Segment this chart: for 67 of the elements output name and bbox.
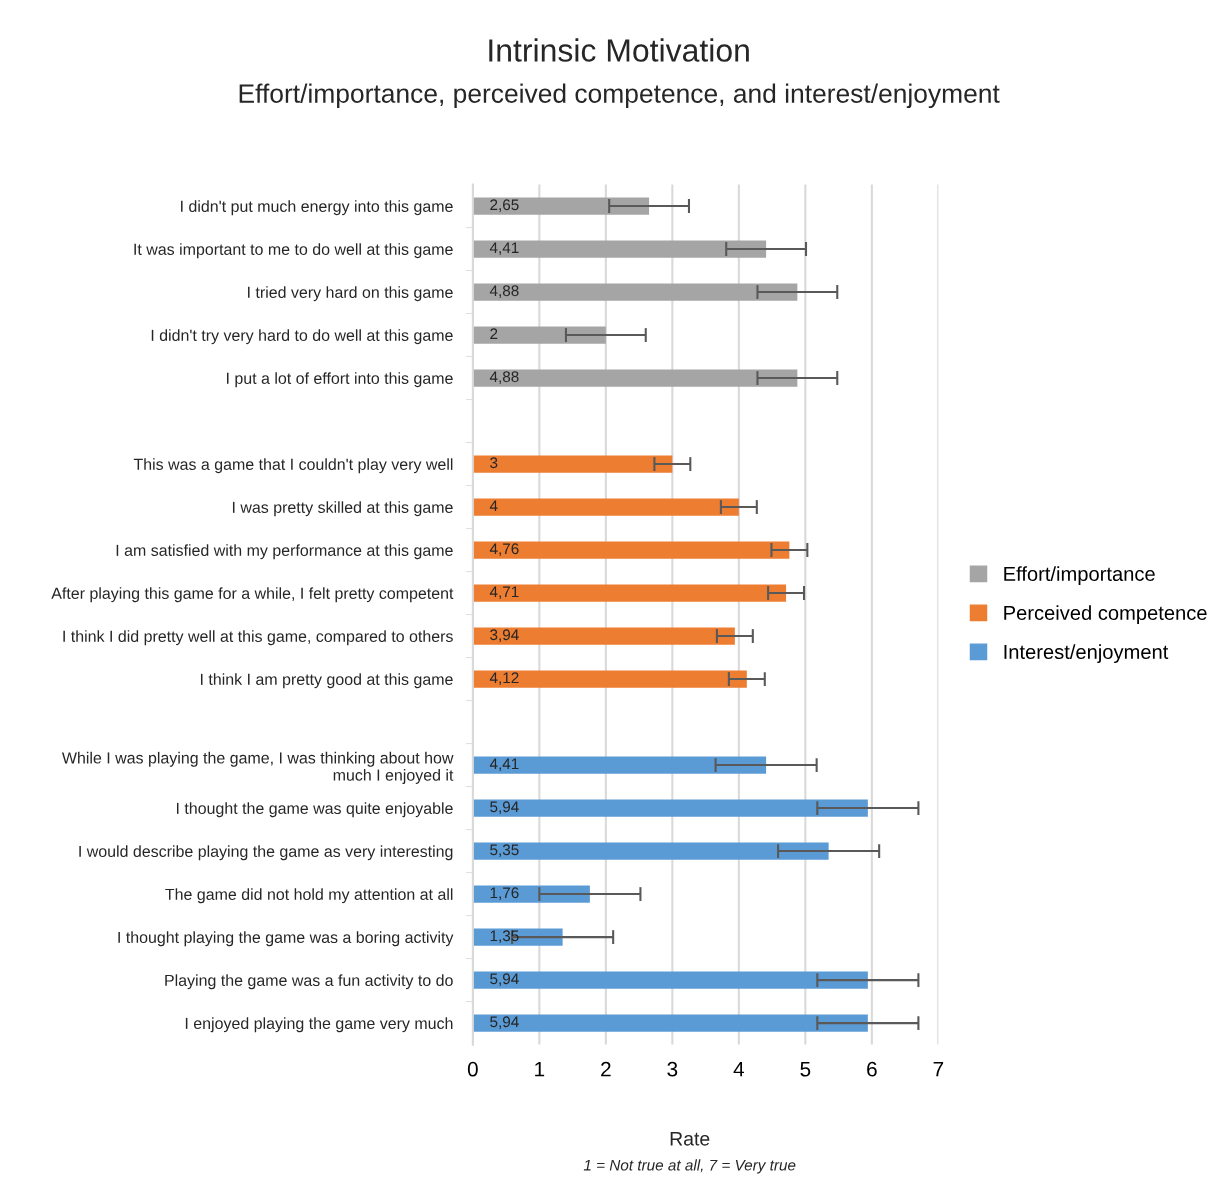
data-label: 3,94: [490, 629, 519, 642]
bar: [472, 541, 790, 559]
bar: [472, 670, 747, 688]
y-tick-label: I would describe playing the game as very interesting: [79, 845, 453, 861]
data-label: 5,94: [490, 1016, 519, 1029]
data-label: 4,88: [489, 285, 519, 298]
x-tick-label: 7: [933, 1062, 944, 1077]
data-label: 5,35: [490, 844, 519, 857]
data-label: 2: [490, 328, 498, 340]
y-tick-label: I thought playing the game was a boring activity: [118, 931, 454, 947]
bar: [472, 455, 673, 473]
bar: [472, 498, 739, 516]
x-tick-label: 2: [601, 1061, 611, 1077]
data-label: 3: [490, 457, 498, 469]
bar: [472, 842, 829, 860]
bar: [472, 584, 787, 602]
y-tick-label: I enjoyed playing the game very much: [185, 1017, 453, 1033]
chart-title: Intrinsic Motivation: [489, 38, 749, 62]
x-tick-label: 4: [733, 1062, 745, 1077]
data-label: 4,41: [489, 242, 519, 255]
y-tick-label: I tried very hard on this game: [248, 286, 453, 302]
bar: [472, 369, 798, 387]
data-label: 4,41: [489, 758, 519, 771]
data-label: 4,12: [489, 672, 519, 685]
data-label: 5,94: [490, 801, 519, 814]
x-tick-label: 6: [867, 1061, 877, 1077]
x-tick-label: 5: [800, 1062, 811, 1077]
data-label: 5,94: [490, 973, 519, 986]
bar: [472, 283, 798, 301]
y-tick-label: I think I am pretty good at this game: [200, 673, 453, 689]
data-label: 4,76: [489, 543, 519, 556]
bar: [472, 1014, 868, 1032]
bar: [472, 326, 606, 344]
y-tick-label: While I was playing the game, I was thinking about how much I enjoyed it: [61, 751, 454, 784]
y-tick-label: I think I did pretty well at this game, compared to others: [63, 630, 453, 646]
y-tick-label: I put a lot of effort into this game: [227, 372, 453, 388]
y-tick-label: Playing the game was a fun activity to do: [165, 974, 453, 990]
x-tick-label: 3: [667, 1061, 678, 1077]
legend-label: Perceived competence: [1004, 605, 1207, 625]
y-tick-label: It was important to me to do well at this game: [134, 243, 453, 259]
data-label: 2,65: [490, 199, 519, 212]
y-tick-label: I thought the game was quite enjoyable: [176, 802, 453, 818]
bar: [472, 756, 767, 774]
x-axis-title: Rate: [670, 1132, 710, 1146]
data-label: 1,76: [490, 887, 519, 900]
y-tick-label: I am satisfied with my performance at this game: [116, 544, 453, 560]
text: 1 = Not true at all, 7 = Very true: [583, 1159, 796, 1174]
data-label: 4: [489, 500, 498, 512]
data-label: 4,71: [489, 586, 519, 599]
x-tick-label: 0: [467, 1061, 478, 1077]
x-tick-label: 1: [535, 1062, 545, 1077]
bar: [472, 627, 735, 645]
y-tick-label: I didn't try very hard to do well at this game: [151, 329, 453, 345]
bar: [472, 971, 868, 989]
y-tick-label: This was a game that I couldn't play very well: [133, 458, 453, 474]
chart-subtitle: Effort/importance, perceived competence, and interest/enjoyment: [239, 83, 1000, 109]
y-tick-label: The game did not hold my attention at all: [165, 888, 453, 904]
bar: [472, 240, 767, 258]
y-tick-label: After playing this game for a while, I felt pretty competent: [51, 587, 454, 603]
legend-label: Effort/importance: [1004, 566, 1155, 585]
y-tick-label: I was pretty skilled at this game: [232, 501, 453, 517]
data-label: 4,88: [489, 371, 519, 384]
bar: [472, 799, 868, 817]
y-tick-label: I didn't put much energy into this game: [181, 200, 453, 216]
bar: [472, 885, 590, 903]
legend-label: Interest/enjoyment: [1004, 644, 1169, 664]
bar: [472, 197, 650, 215]
